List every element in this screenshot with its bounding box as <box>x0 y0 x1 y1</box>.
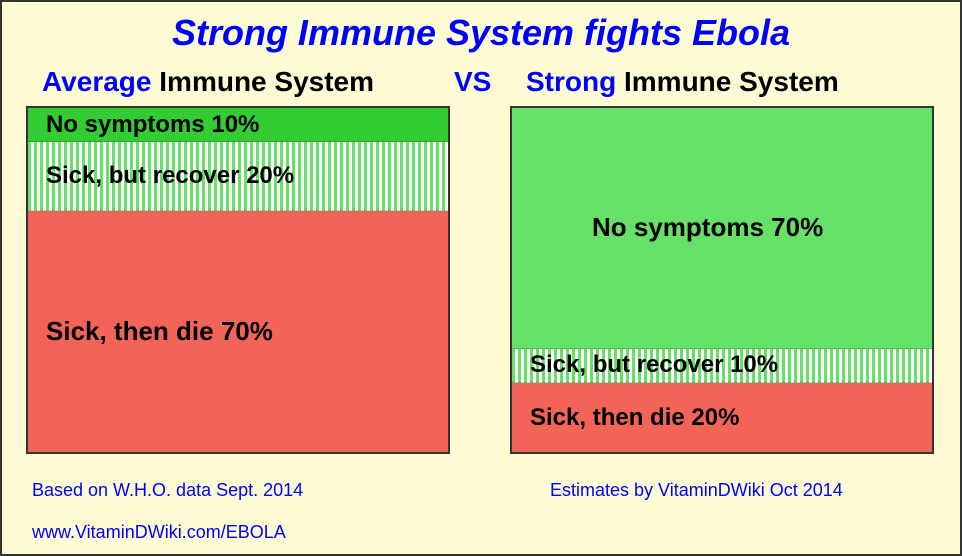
segment-label: Sick, but recover 20% <box>46 162 294 190</box>
left-subtitle-rest: Immune System <box>151 66 374 97</box>
right-chart-box: No symptoms 70% Sick, but recover 10% Sick… <box>510 106 934 454</box>
chart-segment: No symptoms 70% <box>512 108 932 349</box>
chart-segment: Sick, then die 20% <box>512 383 932 452</box>
segment-label: Sick, but recover 10% <box>530 351 778 379</box>
main-title: Strong Immune System fights Ebola <box>2 12 960 54</box>
left-footer-1: Based on W.H.O. data Sept. 2014 <box>32 480 303 501</box>
right-subtitle-rest: Immune System <box>616 66 839 97</box>
right-subtitle: Strong Immune System <box>526 66 839 98</box>
segment-label: Sick, then die 20% <box>530 404 739 432</box>
left-subtitle: Average Immune System <box>42 66 374 98</box>
segment-label: Sick, then die 70% <box>46 316 273 347</box>
segment-label: No symptoms 10% <box>46 111 259 139</box>
left-footer-2: www.VitaminDWiki.com/EBOLA <box>32 522 286 543</box>
chart-segment: Sick, then die 70% <box>28 211 448 452</box>
vs-label: VS <box>454 66 491 98</box>
chart-segment: No symptoms 10% <box>28 108 448 142</box>
left-chart-box: No symptoms 10% Sick, but recover 20% Sick… <box>26 106 450 454</box>
infographic-canvas: Strong Immune System fights Ebola Averag… <box>0 0 962 556</box>
right-subtitle-accent: Strong <box>526 66 616 97</box>
segment-label: No symptoms 70% <box>592 212 823 243</box>
right-footer-1: Estimates by VitaminDWiki Oct 2014 <box>550 480 843 501</box>
chart-segment: Sick, but recover 20% <box>28 142 448 211</box>
left-subtitle-accent: Average <box>42 66 151 97</box>
chart-segment: Sick, but recover 10% <box>512 349 932 383</box>
